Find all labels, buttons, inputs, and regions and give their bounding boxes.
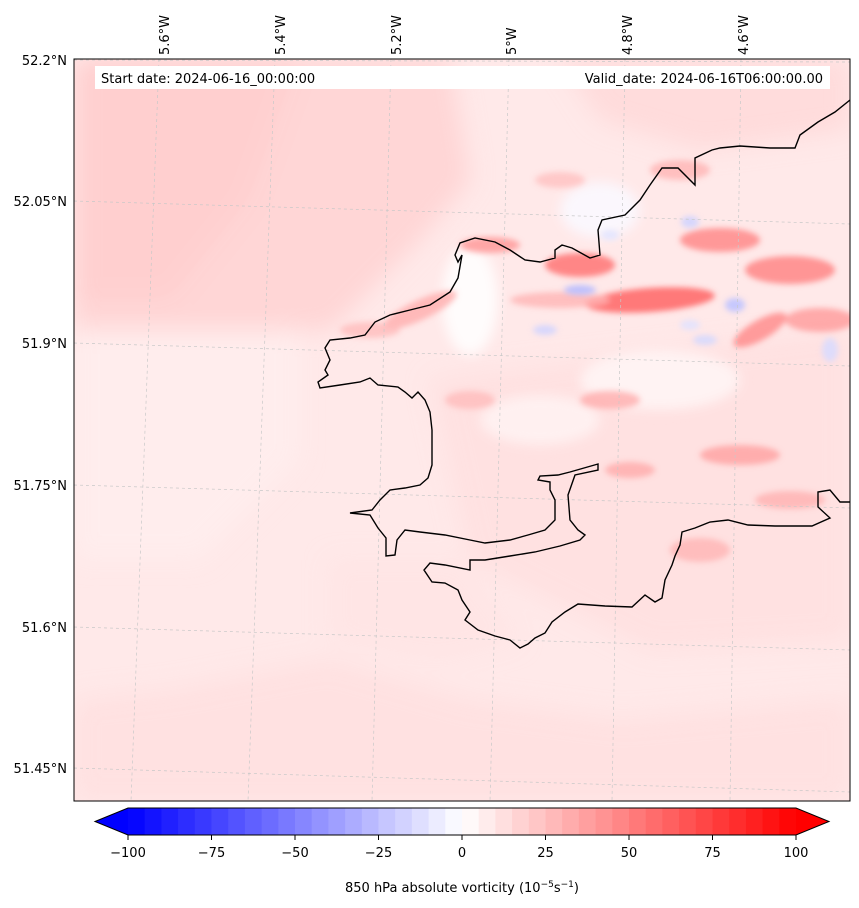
vorticity-field (74, 59, 850, 801)
colorbar-segment (411, 808, 430, 835)
lon-label: 5.4°W (274, 15, 289, 55)
colorbar-tick-label: 25 (537, 846, 554, 861)
colorbar-segment (695, 808, 714, 835)
colorbar-segment (662, 808, 680, 835)
colorbar-min-extension (95, 808, 128, 835)
lon-label: 5°W (505, 27, 520, 55)
colorbar-segment (345, 808, 363, 835)
colorbar-segment (428, 808, 446, 835)
lon-label: 5.2°W (390, 15, 405, 55)
colorbar: −100 −75 −50 −25 0 25 50 75 100 850 hPa absolute… (93, 807, 831, 896)
valid-date-label: Valid_date: 2024-06-16T06:00:00.00 (585, 72, 823, 87)
colorbar-tick-label: 0 (458, 846, 466, 861)
colorbar-segment (495, 808, 513, 835)
colorbar-segment (578, 808, 597, 835)
colorbar-segment (729, 808, 747, 835)
lon-label: 5.6°W (158, 15, 173, 55)
colorbar-tick-label: 50 (621, 846, 638, 861)
start-date-label: Start date: 2024-06-16_00:00:00 (101, 72, 315, 87)
colorbar-segment (361, 808, 380, 835)
lon-label: 4.6°W (737, 15, 752, 55)
coastline (317, 99, 850, 649)
map-frame (73, 58, 851, 802)
date-label-box (95, 66, 830, 89)
colorbar-segment (161, 808, 179, 835)
lat-label: 51.75°N (14, 479, 67, 494)
colorbar-segment (679, 808, 697, 835)
colorbar-segment (712, 808, 730, 835)
lat-label: 51.45°N (14, 762, 67, 777)
graticule (74, 59, 850, 801)
lat-label: 52.05°N (14, 195, 67, 210)
colorbar-segment (629, 808, 647, 835)
colorbar-segment (378, 808, 396, 835)
colorbar-segment (194, 808, 213, 835)
colorbar-segment (478, 808, 496, 835)
colorbar-ticks: −100 −75 −50 −25 0 25 50 75 100 (110, 835, 808, 861)
colorbar-segment (278, 808, 296, 835)
colorbar-max-extension (796, 808, 829, 835)
colorbar-segment (328, 808, 346, 835)
colorbar-segment (128, 808, 146, 835)
colorbar-segment (545, 808, 563, 835)
colorbar-tick-label: −50 (281, 846, 308, 861)
colorbar-segments (128, 808, 797, 835)
colorbar-tick-label: −100 (110, 846, 146, 861)
lat-label: 51.6°N (22, 621, 67, 636)
colorbar-segment (311, 808, 329, 835)
colorbar-segment (762, 808, 780, 835)
colorbar-segment (462, 808, 480, 835)
colorbar-tick-label: −25 (365, 846, 392, 861)
colorbar-tick-label: 100 (784, 846, 809, 861)
lat-label: 52.2°N (22, 54, 67, 69)
colorbar-segment (645, 808, 663, 835)
colorbar-tick-label: 75 (704, 846, 721, 861)
colorbar-segment (295, 808, 313, 835)
colorbar-label: 850 hPa absolute vorticity (10−5s−1) (345, 880, 579, 896)
lat-label: 51.9°N (22, 337, 67, 352)
colorbar-segment (178, 808, 196, 835)
colorbar-segment (612, 808, 630, 835)
colorbar-segment (512, 808, 530, 835)
colorbar-segment (261, 808, 279, 835)
colorbar-segment (244, 808, 263, 835)
colorbar-segment (779, 808, 797, 835)
map-panel: Start date: 2024-06-16_00:00:00 Valid_da… (14, 15, 851, 802)
colorbar-tick-label: −75 (198, 846, 225, 861)
colorbar-segment (595, 808, 613, 835)
colorbar-segment (144, 808, 162, 835)
longitude-labels: 5.6°W 5.4°W 5.2°W 5°W 4.8°W 4.6°W (158, 15, 752, 55)
colorbar-segment (395, 808, 413, 835)
colorbar-segment (228, 808, 246, 835)
colorbar-segment (445, 808, 463, 835)
lon-label: 4.8°W (621, 15, 636, 55)
latitude-labels: 52.2°N 52.05°N 51.9°N 51.75°N 51.6°N 51.… (14, 54, 67, 777)
colorbar-segment (528, 808, 547, 835)
colorbar-segment (745, 808, 764, 835)
colorbar-segment (211, 808, 229, 835)
colorbar-segment (562, 808, 580, 835)
